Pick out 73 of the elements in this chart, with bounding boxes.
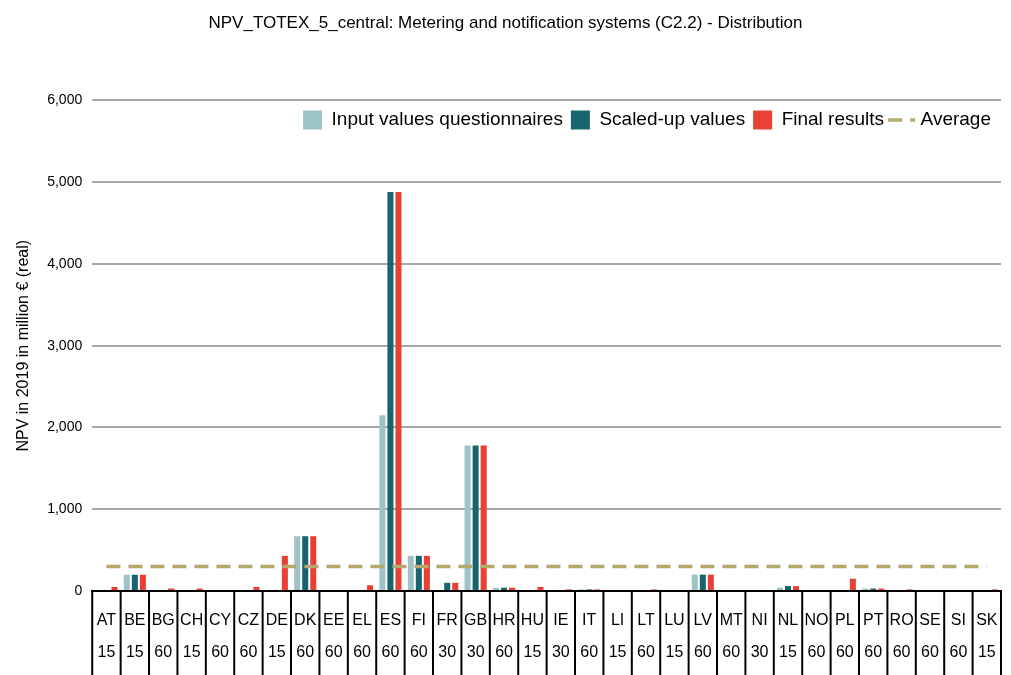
- x-tick-label: HR 60: [492, 611, 516, 661]
- bar: [367, 585, 374, 590]
- x-tick-label: NL 15: [777, 611, 799, 661]
- x-tick-label: LV 60: [693, 611, 713, 661]
- legend-label: Input values questionnaires: [331, 108, 563, 130]
- x-tick-label: BG 60: [151, 611, 175, 661]
- bar: [123, 574, 130, 590]
- bar: [111, 586, 118, 590]
- bar: [699, 574, 706, 590]
- bar: [707, 574, 714, 590]
- x-tick-label: FI 60: [409, 611, 428, 661]
- bar: [691, 574, 698, 590]
- x-tick-label: MT 60: [719, 611, 743, 661]
- x-tick-label: NO 60: [804, 611, 829, 661]
- bar: [793, 586, 800, 590]
- y-tick-label: 6,000: [47, 91, 83, 108]
- x-tick-label: DE 15: [265, 611, 288, 661]
- x-tick-label: IT 60: [580, 611, 599, 661]
- x-tick-label: IE 30: [551, 611, 570, 661]
- bar: [395, 191, 402, 590]
- bar: [281, 555, 288, 590]
- bar: [849, 578, 856, 590]
- bar: [407, 555, 414, 590]
- x-tick-label: LU 15: [664, 611, 685, 661]
- legend-label: Final results: [781, 108, 885, 130]
- y-axis-title: NPV in 2019 in million € (real): [14, 239, 32, 452]
- bar: [452, 582, 459, 590]
- x-tick-label: LI 15: [608, 611, 627, 661]
- x-tick-label: EL 60: [352, 611, 372, 661]
- bar: [310, 536, 317, 590]
- y-tick-label: 3,000: [47, 336, 83, 353]
- bar: [131, 574, 138, 590]
- bar: [302, 536, 309, 590]
- x-tick-label: NI 30: [750, 611, 769, 661]
- x-tick-label: SK 15: [976, 611, 998, 661]
- y-tick-label: 2,000: [47, 418, 83, 435]
- bar: [537, 586, 544, 590]
- x-tick-label: HU 15: [520, 611, 544, 661]
- x-tick-label: ES 60: [379, 611, 402, 661]
- x-tick-label: AT 15: [96, 611, 117, 661]
- legend-label: Average: [920, 108, 992, 130]
- x-tick-label: DK 60: [294, 611, 317, 661]
- bar: [139, 574, 146, 590]
- legend-label: Scaled-up values: [599, 108, 746, 130]
- x-tick-label: PT 60: [862, 611, 884, 661]
- bar: [472, 445, 479, 590]
- x-tick-label: SE 60: [919, 611, 941, 661]
- bar: [423, 555, 430, 590]
- x-tick-label: LT 60: [637, 611, 656, 661]
- bar: [464, 445, 471, 590]
- bar: [444, 582, 451, 590]
- y-tick-label: 0: [74, 581, 83, 598]
- x-tick-label: CH 15: [180, 611, 204, 661]
- bar: [480, 445, 487, 590]
- bar: [253, 586, 260, 590]
- bar: [294, 536, 301, 590]
- y-tick-label: 4,000: [47, 254, 83, 271]
- x-tick-label: SI 60: [949, 611, 968, 661]
- bar: [784, 586, 792, 590]
- y-tick-label: 1,000: [47, 500, 83, 517]
- chart-title: NPV_TOTEX_5_central: Metering and notification systems (C2.2) - Distribution: [208, 12, 803, 32]
- x-tick-label: FR 30: [436, 611, 458, 661]
- x-tick-label: CZ 60: [237, 611, 260, 661]
- bar: [379, 415, 386, 590]
- x-tick-label: BE 15: [124, 611, 146, 661]
- x-tick-label: GB 30: [464, 611, 488, 661]
- x-tick-label: RO 60: [889, 611, 914, 661]
- bar: [415, 555, 422, 590]
- y-tick-label: 5,000: [47, 173, 83, 190]
- x-tick-label: PL 60: [835, 611, 855, 661]
- x-tick-label: CY 60: [208, 611, 232, 661]
- bar: [387, 191, 394, 590]
- x-tick-label: EE 60: [322, 611, 345, 661]
